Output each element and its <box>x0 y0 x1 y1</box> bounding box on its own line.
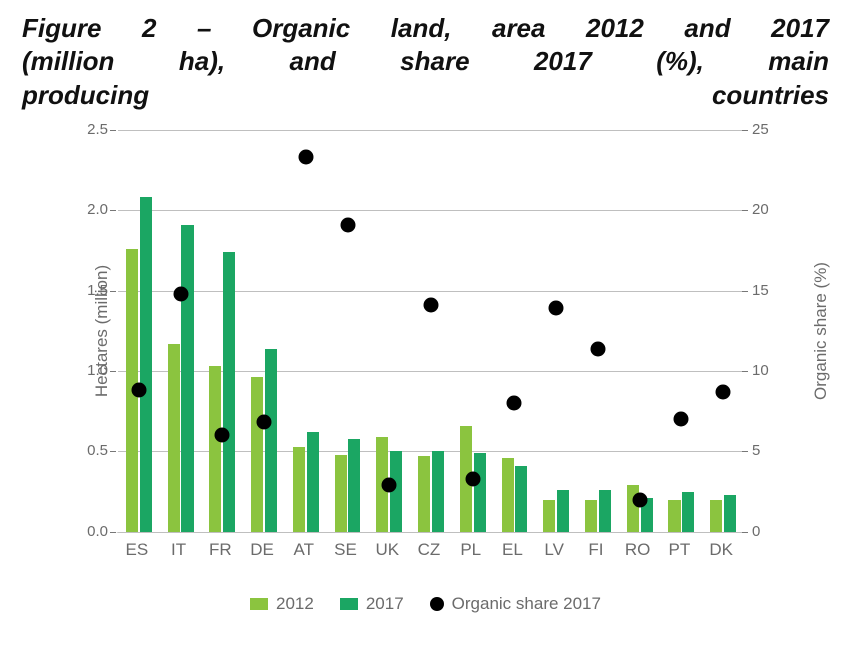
bar <box>348 439 360 532</box>
y-tick-label-left: 1.0 <box>68 362 108 379</box>
y-tick-mark-left <box>110 291 116 292</box>
share-marker <box>716 384 731 399</box>
y-tick-mark-right <box>742 210 748 211</box>
x-category-label: CZ <box>408 540 450 560</box>
gridline <box>118 130 744 131</box>
legend-item: 2017 <box>340 594 404 614</box>
x-category-label: UK <box>366 540 408 560</box>
legend-label: 2017 <box>366 594 404 614</box>
bar <box>168 344 180 532</box>
legend-item: 2012 <box>250 594 314 614</box>
y-tick-mark-right <box>742 532 748 533</box>
share-marker <box>590 341 605 356</box>
share-marker <box>257 415 272 430</box>
y-tick-label-left: 0.5 <box>68 442 108 459</box>
x-category-label: SE <box>325 540 367 560</box>
bar <box>502 458 514 532</box>
y-tick-label-right: 25 <box>752 121 769 138</box>
share-marker <box>674 412 689 427</box>
x-category-label: AT <box>283 540 325 560</box>
legend-marker <box>430 597 444 611</box>
x-category-label: RO <box>617 540 659 560</box>
y-tick-mark-left <box>110 371 116 372</box>
y-tick-mark-right <box>742 130 748 131</box>
plot-area <box>116 130 744 533</box>
bar <box>474 453 486 532</box>
gridline <box>118 210 744 211</box>
x-category-label: ES <box>116 540 158 560</box>
share-marker <box>549 301 564 316</box>
bar <box>307 432 319 532</box>
chart: Hectares (million) Organic share (%) 201… <box>22 124 829 644</box>
x-category-label: FR <box>199 540 241 560</box>
share-marker <box>424 298 439 313</box>
share-marker <box>465 471 480 486</box>
x-category-label: LV <box>533 540 575 560</box>
y-tick-label-left: 2.0 <box>68 201 108 218</box>
bar <box>515 466 527 532</box>
legend-item: Organic share 2017 <box>430 594 601 614</box>
y-tick-label-right: 5 <box>752 442 760 459</box>
bar <box>251 377 263 531</box>
x-category-label: DK <box>700 540 742 560</box>
x-category-label: IT <box>158 540 200 560</box>
title-line: (million ha), and share 2017 (%), main <box>22 46 829 76</box>
bar <box>599 490 611 532</box>
share-marker <box>298 150 313 165</box>
figure-title: Figure 2 – Organic land, area 2012 and 2… <box>22 12 829 112</box>
bar <box>209 366 221 532</box>
share-marker <box>340 217 355 232</box>
share-marker <box>131 383 146 398</box>
bar <box>724 495 736 532</box>
y-tick-mark-left <box>110 532 116 533</box>
x-category-label: PT <box>659 540 701 560</box>
bar <box>557 490 569 532</box>
legend-swatch <box>250 598 268 610</box>
x-category-label: FI <box>575 540 617 560</box>
bar <box>140 197 152 531</box>
y-tick-mark-right <box>742 291 748 292</box>
share-marker <box>215 428 230 443</box>
x-category-label: DE <box>241 540 283 560</box>
legend: 2012 2017 Organic share 2017 <box>22 594 829 614</box>
bar <box>223 252 235 532</box>
share-marker <box>173 286 188 301</box>
bar <box>543 500 555 532</box>
bar <box>265 349 277 532</box>
y-tick-label-right: 15 <box>752 282 769 299</box>
y-tick-label-right: 10 <box>752 362 769 379</box>
bar <box>710 500 722 532</box>
share-marker <box>632 492 647 507</box>
gridline <box>118 291 744 292</box>
x-category-label: EL <box>492 540 534 560</box>
y-tick-mark-left <box>110 130 116 131</box>
y-tick-mark-left <box>110 210 116 211</box>
bar <box>293 447 305 532</box>
y-tick-label-left: 1.5 <box>68 282 108 299</box>
bar <box>682 492 694 532</box>
title-line: producing countries <box>22 80 829 110</box>
legend-label: Organic share 2017 <box>452 594 601 614</box>
bar <box>432 451 444 531</box>
title-line: Figure 2 – Organic land, area 2012 and 2… <box>22 13 829 43</box>
y-tick-mark-right <box>742 371 748 372</box>
share-marker <box>382 478 397 493</box>
bar <box>668 500 680 532</box>
y-tick-mark-left <box>110 451 116 452</box>
y-tick-label-left: 2.5 <box>68 121 108 138</box>
bar <box>181 225 193 532</box>
legend-label: 2012 <box>276 594 314 614</box>
bar <box>418 456 430 532</box>
y-axis-label-right: Organic share (%) <box>811 262 831 400</box>
bar <box>335 455 347 532</box>
bar <box>585 500 597 532</box>
y-tick-mark-right <box>742 451 748 452</box>
legend-swatch <box>340 598 358 610</box>
y-tick-label-right: 0 <box>752 523 760 540</box>
share-marker <box>507 396 522 411</box>
y-tick-label-right: 20 <box>752 201 769 218</box>
y-tick-label-left: 0.0 <box>68 523 108 540</box>
x-category-label: PL <box>450 540 492 560</box>
